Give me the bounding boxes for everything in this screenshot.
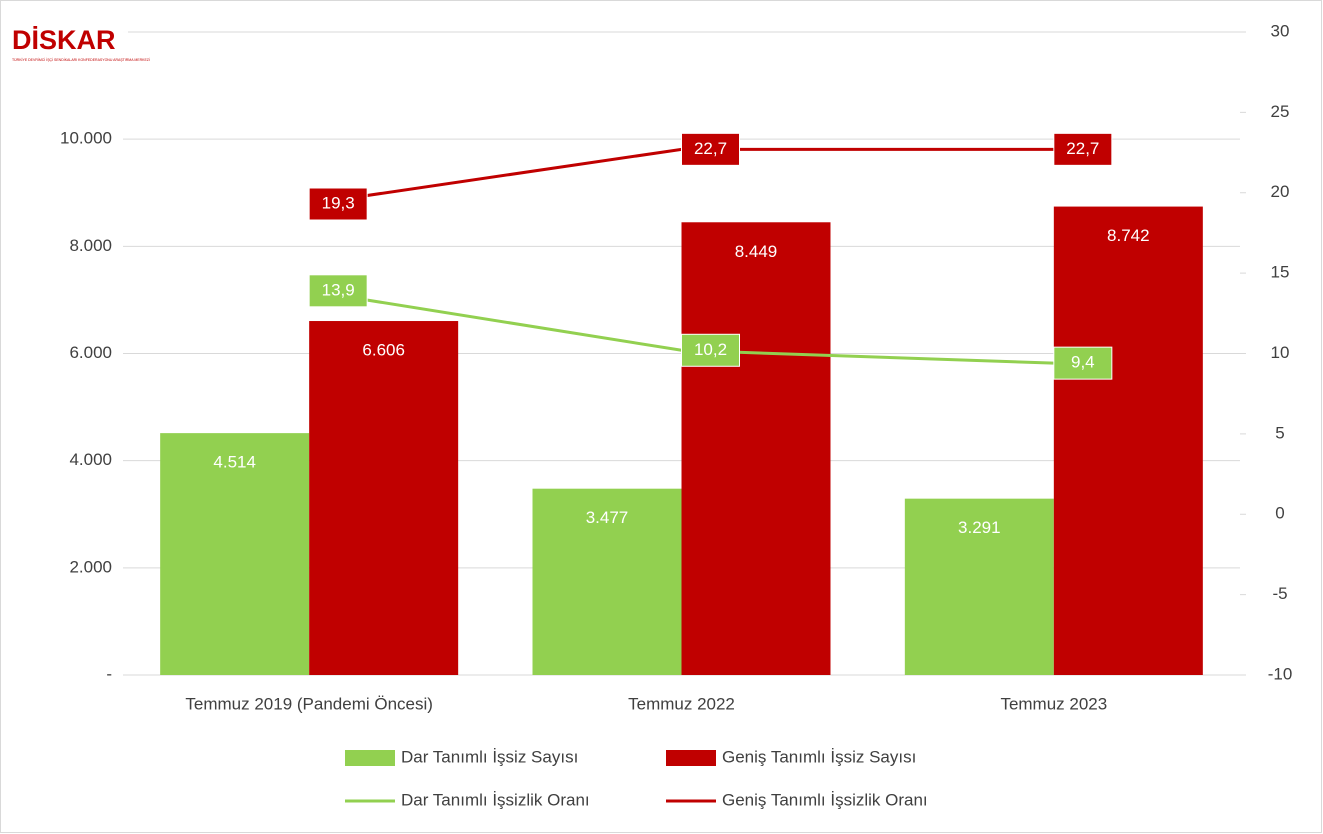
- legend-label: Geniş Tanımlı İşsiz Sayısı: [722, 747, 916, 766]
- legend-label: Dar Tanımlı İşsiz Sayısı: [401, 747, 578, 766]
- bar: [160, 433, 310, 675]
- y2-tick-label: -5: [1272, 584, 1287, 603]
- y2-tick-label: 10: [1271, 343, 1290, 362]
- line-value-label: 19,3: [322, 193, 355, 212]
- line-label-box: [681, 132, 740, 166]
- line-value-label: 13,9: [322, 280, 355, 299]
- line-label-box: [308, 274, 368, 308]
- y2-tick-label: 25: [1271, 102, 1290, 121]
- line-label-box: [681, 333, 740, 367]
- y-tick-label: 8.000: [69, 236, 112, 255]
- y-tick-label: -: [106, 664, 112, 683]
- y2-tick-label: -10: [1268, 664, 1293, 683]
- bar-value-label: 6.606: [362, 341, 405, 360]
- line-value-label: 22,7: [694, 139, 727, 158]
- bar-value-label: 8.742: [1107, 226, 1150, 245]
- x-tick-label: Temmuz 2019 (Pandemi Öncesi): [185, 694, 433, 713]
- y2-tick-label: 30: [1271, 21, 1290, 40]
- logo-bg: [8, 18, 128, 64]
- line-value-label: 10,2: [694, 340, 727, 359]
- bar: [532, 488, 682, 675]
- y2-tick-label: 0: [1275, 504, 1284, 523]
- legend-swatch: [666, 750, 716, 766]
- y-tick-label: 10.000: [60, 129, 112, 148]
- line-label-box: [1053, 132, 1113, 166]
- bar: [904, 498, 1054, 675]
- legend-label: Dar Tanımlı İşsizlik Oranı: [401, 790, 590, 809]
- y-tick-label: 2.000: [69, 557, 112, 576]
- bar: [681, 222, 831, 675]
- bar: [309, 321, 459, 675]
- y-tick-label: 4.000: [69, 450, 112, 469]
- bar-value-label: 4.514: [213, 453, 256, 472]
- bar-value-label: 8.449: [735, 242, 778, 261]
- x-tick-label: Temmuz 2022: [628, 694, 735, 713]
- x-tick-label: Temmuz 2023: [1000, 694, 1107, 713]
- y2-tick-label: 15: [1271, 263, 1290, 282]
- y2-tick-label: 20: [1271, 182, 1290, 201]
- logo-text: DİSKAR: [12, 25, 116, 55]
- y-tick-label: 6.000: [69, 343, 112, 362]
- bar-value-label: 3.291: [958, 518, 1001, 537]
- logo-subtitle: TÜRKİYE DEVRİMCİ İŞÇİ SENDİKALARI KONFED…: [12, 57, 150, 62]
- legend-label: Geniş Tanımlı İşsizlik Oranı: [722, 790, 928, 809]
- line-value-label: 22,7: [1066, 139, 1099, 158]
- bar-value-label: 3.477: [586, 508, 629, 527]
- line-value-label: 9,4: [1071, 353, 1095, 372]
- line-label-box: [308, 187, 368, 221]
- y2-tick-label: 5: [1275, 423, 1284, 442]
- legend-swatch: [345, 750, 395, 766]
- bar: [1053, 206, 1203, 675]
- line-label-box: [1053, 346, 1113, 380]
